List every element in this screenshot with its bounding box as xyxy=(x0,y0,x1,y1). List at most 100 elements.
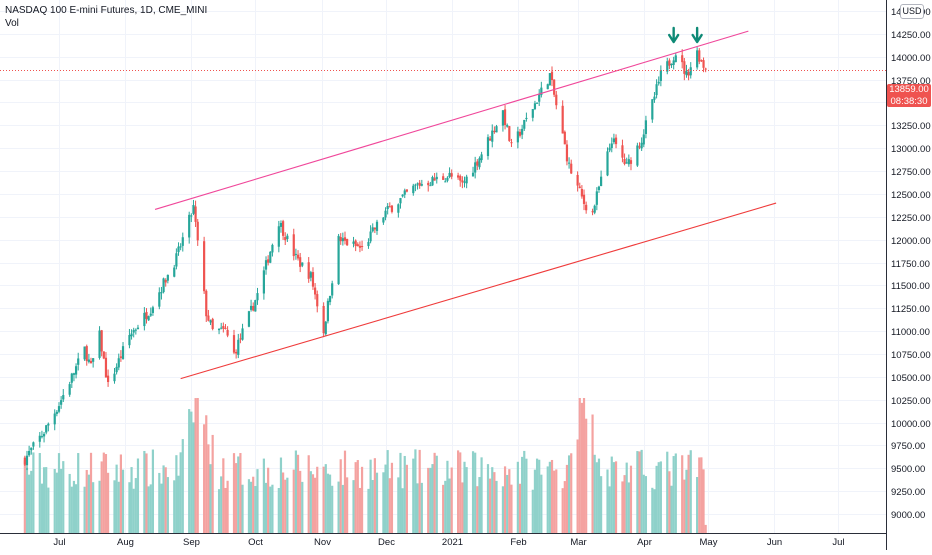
volume-bar xyxy=(162,465,165,533)
volume-bar xyxy=(636,451,639,533)
volume-bar xyxy=(625,462,628,533)
volume-bar xyxy=(386,450,389,533)
candle-body xyxy=(113,373,116,382)
candle-body xyxy=(339,237,342,242)
candle-body xyxy=(412,185,415,194)
volume-bar xyxy=(62,461,65,533)
upper-trendline[interactable] xyxy=(154,30,749,210)
candle-body xyxy=(506,125,509,127)
chart-legend: NASDAQ 100 E-mini Futures, 1D, CME_MINI … xyxy=(5,4,207,30)
candle-body xyxy=(145,311,148,319)
volume-bar xyxy=(119,454,122,533)
volume-bar xyxy=(429,467,432,533)
price-tick-label: 14250.00 xyxy=(891,30,931,41)
time-axis[interactable]: Jul Aug Sep Oct Nov Dec 2021 Feb Mar Apr May Jun Jul xyxy=(53,537,844,548)
volume-bar xyxy=(518,483,522,533)
candle-body xyxy=(30,447,33,451)
lower-trendline[interactable] xyxy=(180,202,777,380)
candle-body xyxy=(367,241,370,247)
volume-bar xyxy=(143,450,146,533)
candle-body xyxy=(98,330,101,358)
candle-body xyxy=(414,184,417,186)
volume-bar xyxy=(256,469,259,533)
volume-bar xyxy=(60,468,63,533)
volume-bar xyxy=(209,464,212,533)
volume-bar xyxy=(627,482,630,533)
candle-body xyxy=(606,151,609,176)
candle-body xyxy=(653,96,656,100)
candle-body xyxy=(397,204,400,213)
volume-bar xyxy=(412,458,415,533)
candle-body xyxy=(207,315,210,321)
candle-body xyxy=(491,130,494,142)
volume-bar xyxy=(164,467,167,533)
volume-bar xyxy=(388,478,391,533)
volume-bar xyxy=(644,476,648,533)
price-tick-label: 12250.00 xyxy=(891,213,931,224)
candle-body xyxy=(192,205,195,214)
candle-body xyxy=(629,160,633,164)
volume-bar xyxy=(405,464,408,533)
volume-bar xyxy=(506,474,509,533)
candle-body xyxy=(326,300,330,322)
volume-bar xyxy=(337,481,340,533)
volume-bar xyxy=(493,472,496,533)
symbol-title[interactable]: NASDAQ 100 E-mini Futures, 1D, CME_MINI xyxy=(5,5,208,16)
time-tick-label: Feb xyxy=(510,537,526,548)
time-tick-label: Aug xyxy=(117,537,134,548)
candle-body xyxy=(666,61,669,72)
volume-bar xyxy=(224,487,227,533)
volume-bar xyxy=(354,462,357,533)
candle-body xyxy=(687,72,690,76)
volume-bar xyxy=(474,452,477,533)
volume-bar xyxy=(657,462,660,533)
volume-bar xyxy=(254,486,257,533)
volume-bar xyxy=(427,467,430,533)
volume-bar xyxy=(92,482,95,533)
volume-bar xyxy=(53,468,56,533)
candle-body xyxy=(309,272,312,278)
volume-bar xyxy=(284,479,287,533)
volume-bar xyxy=(478,477,481,533)
volume-bar xyxy=(508,469,511,533)
candle-body xyxy=(100,330,103,352)
candle-body xyxy=(324,321,327,335)
candle-body xyxy=(625,162,628,164)
candle-body xyxy=(651,99,654,120)
volume-bar xyxy=(540,474,543,533)
candle-body xyxy=(299,257,302,267)
volume-label[interactable]: Vol xyxy=(5,18,19,29)
volume-bar xyxy=(638,451,641,533)
candle-body xyxy=(405,189,408,192)
candle-body xyxy=(147,316,150,321)
volume-bar xyxy=(696,477,699,533)
volume-bar xyxy=(121,469,125,533)
candle-body xyxy=(136,327,140,330)
trendlines[interactable] xyxy=(154,30,777,380)
candle-body xyxy=(92,358,95,362)
volume-bar xyxy=(294,450,298,533)
candle-body xyxy=(267,259,270,263)
volume-bar xyxy=(286,477,289,533)
volume-bar xyxy=(352,480,355,533)
candle-body xyxy=(486,137,490,157)
volume-bar xyxy=(25,467,29,533)
candle-body xyxy=(354,240,357,246)
candle-body xyxy=(307,262,310,279)
candle-body xyxy=(696,50,699,68)
volume-bar xyxy=(525,458,528,533)
currency-badge[interactable]: USD xyxy=(900,4,924,19)
candle-body xyxy=(343,237,347,241)
volume-bar xyxy=(188,409,191,533)
volume-bar xyxy=(149,484,152,533)
volume-bar xyxy=(614,461,618,533)
candle-body xyxy=(612,138,616,143)
candle-body xyxy=(672,60,675,65)
volume-bar xyxy=(382,472,385,533)
candle-body xyxy=(540,87,543,96)
candle-body xyxy=(262,270,265,294)
candle-body xyxy=(239,338,242,340)
volume-bar xyxy=(301,481,304,533)
